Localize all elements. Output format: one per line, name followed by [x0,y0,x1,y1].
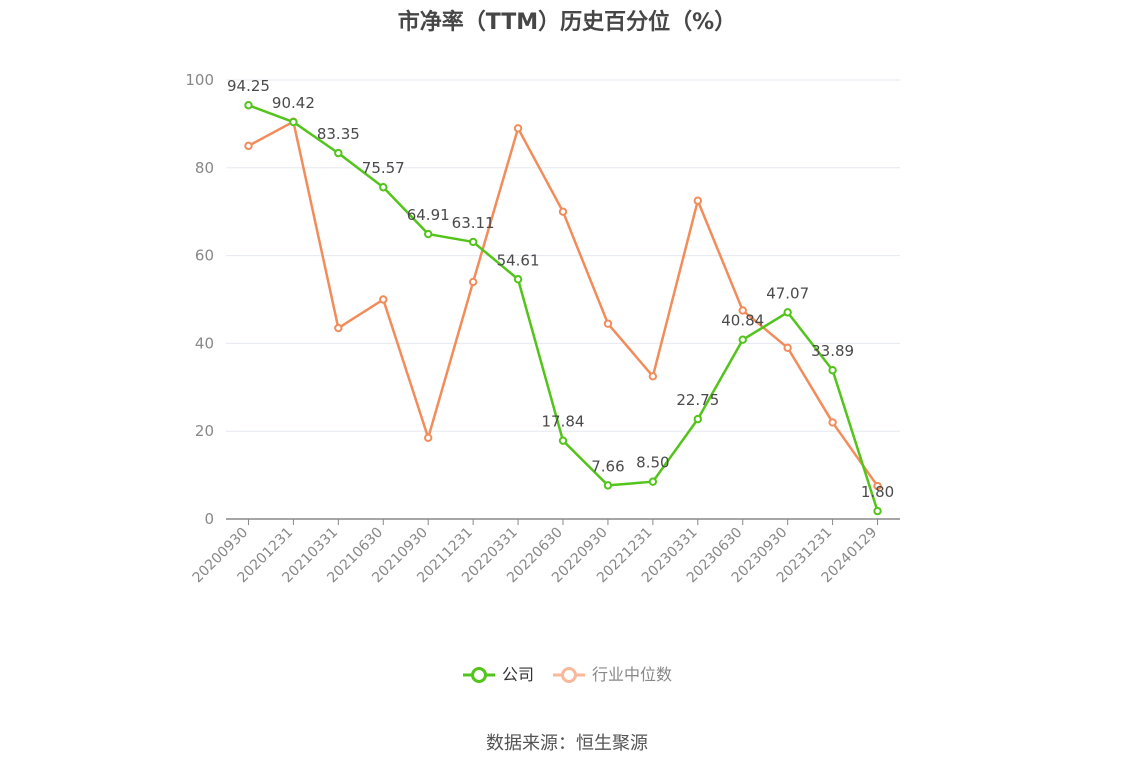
series-line-company [248,104,879,512]
data-point-company[interactable] [244,101,253,110]
data-point-industry[interactable] [558,207,568,216]
data-point-company[interactable] [603,481,613,490]
data-label-company: 64.91 [407,206,450,224]
data-point-company[interactable] [424,229,433,239]
series-lines [244,101,882,516]
data-label-company: 63.11 [452,214,495,232]
data-point-industry[interactable] [334,323,343,333]
data-point-company[interactable] [828,366,837,375]
data-point-industry[interactable] [513,124,523,133]
data-point-company[interactable] [468,237,478,247]
data-label-company: 22.75 [676,391,719,409]
data-label-company: 47.07 [766,284,809,302]
data-label-company: 54.61 [497,251,540,269]
company-line-marker-icon [462,667,495,683]
data-point-company[interactable] [783,308,792,317]
data-point-company[interactable] [693,414,702,424]
legend-item-company[interactable]: 公司 [462,664,534,686]
y-tick-label: 80 [195,159,214,177]
legend-item-industry[interactable]: 行业中位数 [552,664,672,686]
data-label-company: 7.66 [591,457,624,475]
grid-lines [226,79,900,432]
data-point-company[interactable] [558,436,568,445]
data-point-industry[interactable] [738,306,747,315]
legend-label-company: 公司 [501,665,534,684]
y-tick-label: 40 [195,334,214,352]
data-point-company[interactable] [513,275,523,284]
line-chart: 0 20 40 60 80 100 202009302020123120210331202… [185,71,900,586]
data-label-company: 75.57 [362,159,405,177]
data-point-industry[interactable] [693,196,702,205]
y-tick-label: 100 [185,71,214,89]
legend-label-industry: 行业中位数 [592,665,673,684]
data-label-company: 40.84 [721,312,764,330]
data-point-industry[interactable] [603,319,613,328]
data-point-industry[interactable] [783,343,792,352]
data-point-industry[interactable] [648,372,658,381]
data-label-company: 17.84 [542,413,585,431]
data-point-industry[interactable] [424,433,433,442]
data-label-company: 1.80 [861,483,894,501]
legend: 公司 行业中位数 [0,664,1134,686]
data-point-company[interactable] [873,506,882,516]
industry-line-marker-icon [553,667,585,683]
source-note: 数据来源：恒生聚源 [486,733,648,754]
data-point-company[interactable] [379,183,388,192]
data-point-industry[interactable] [828,418,837,427]
data-point-company[interactable] [738,335,747,344]
y-tick-label: 0 [204,510,214,528]
data-point-industry[interactable] [468,277,478,287]
y-axis: 0 20 40 60 80 100 [185,71,214,528]
y-tick-label: 60 [195,247,214,265]
data-label-company: 90.42 [272,94,315,112]
data-label-company: 8.50 [636,454,669,472]
data-point-industry[interactable] [379,295,388,304]
chart-title: 市净率（TTM）历史百分位（%） [397,10,737,35]
data-point-industry[interactable] [873,481,882,491]
data-point-company[interactable] [334,148,343,158]
data-label-company: 83.35 [317,125,360,143]
x-axis: 2020093020201231202103312021063020210930… [190,518,900,586]
data-label-company: 33.89 [811,342,854,360]
data-point-company[interactable] [648,477,658,486]
data-label-company: 94.25 [227,77,270,95]
y-tick-label: 20 [195,422,214,440]
data-point-industry[interactable] [244,141,253,151]
data-point-company[interactable] [289,117,298,127]
